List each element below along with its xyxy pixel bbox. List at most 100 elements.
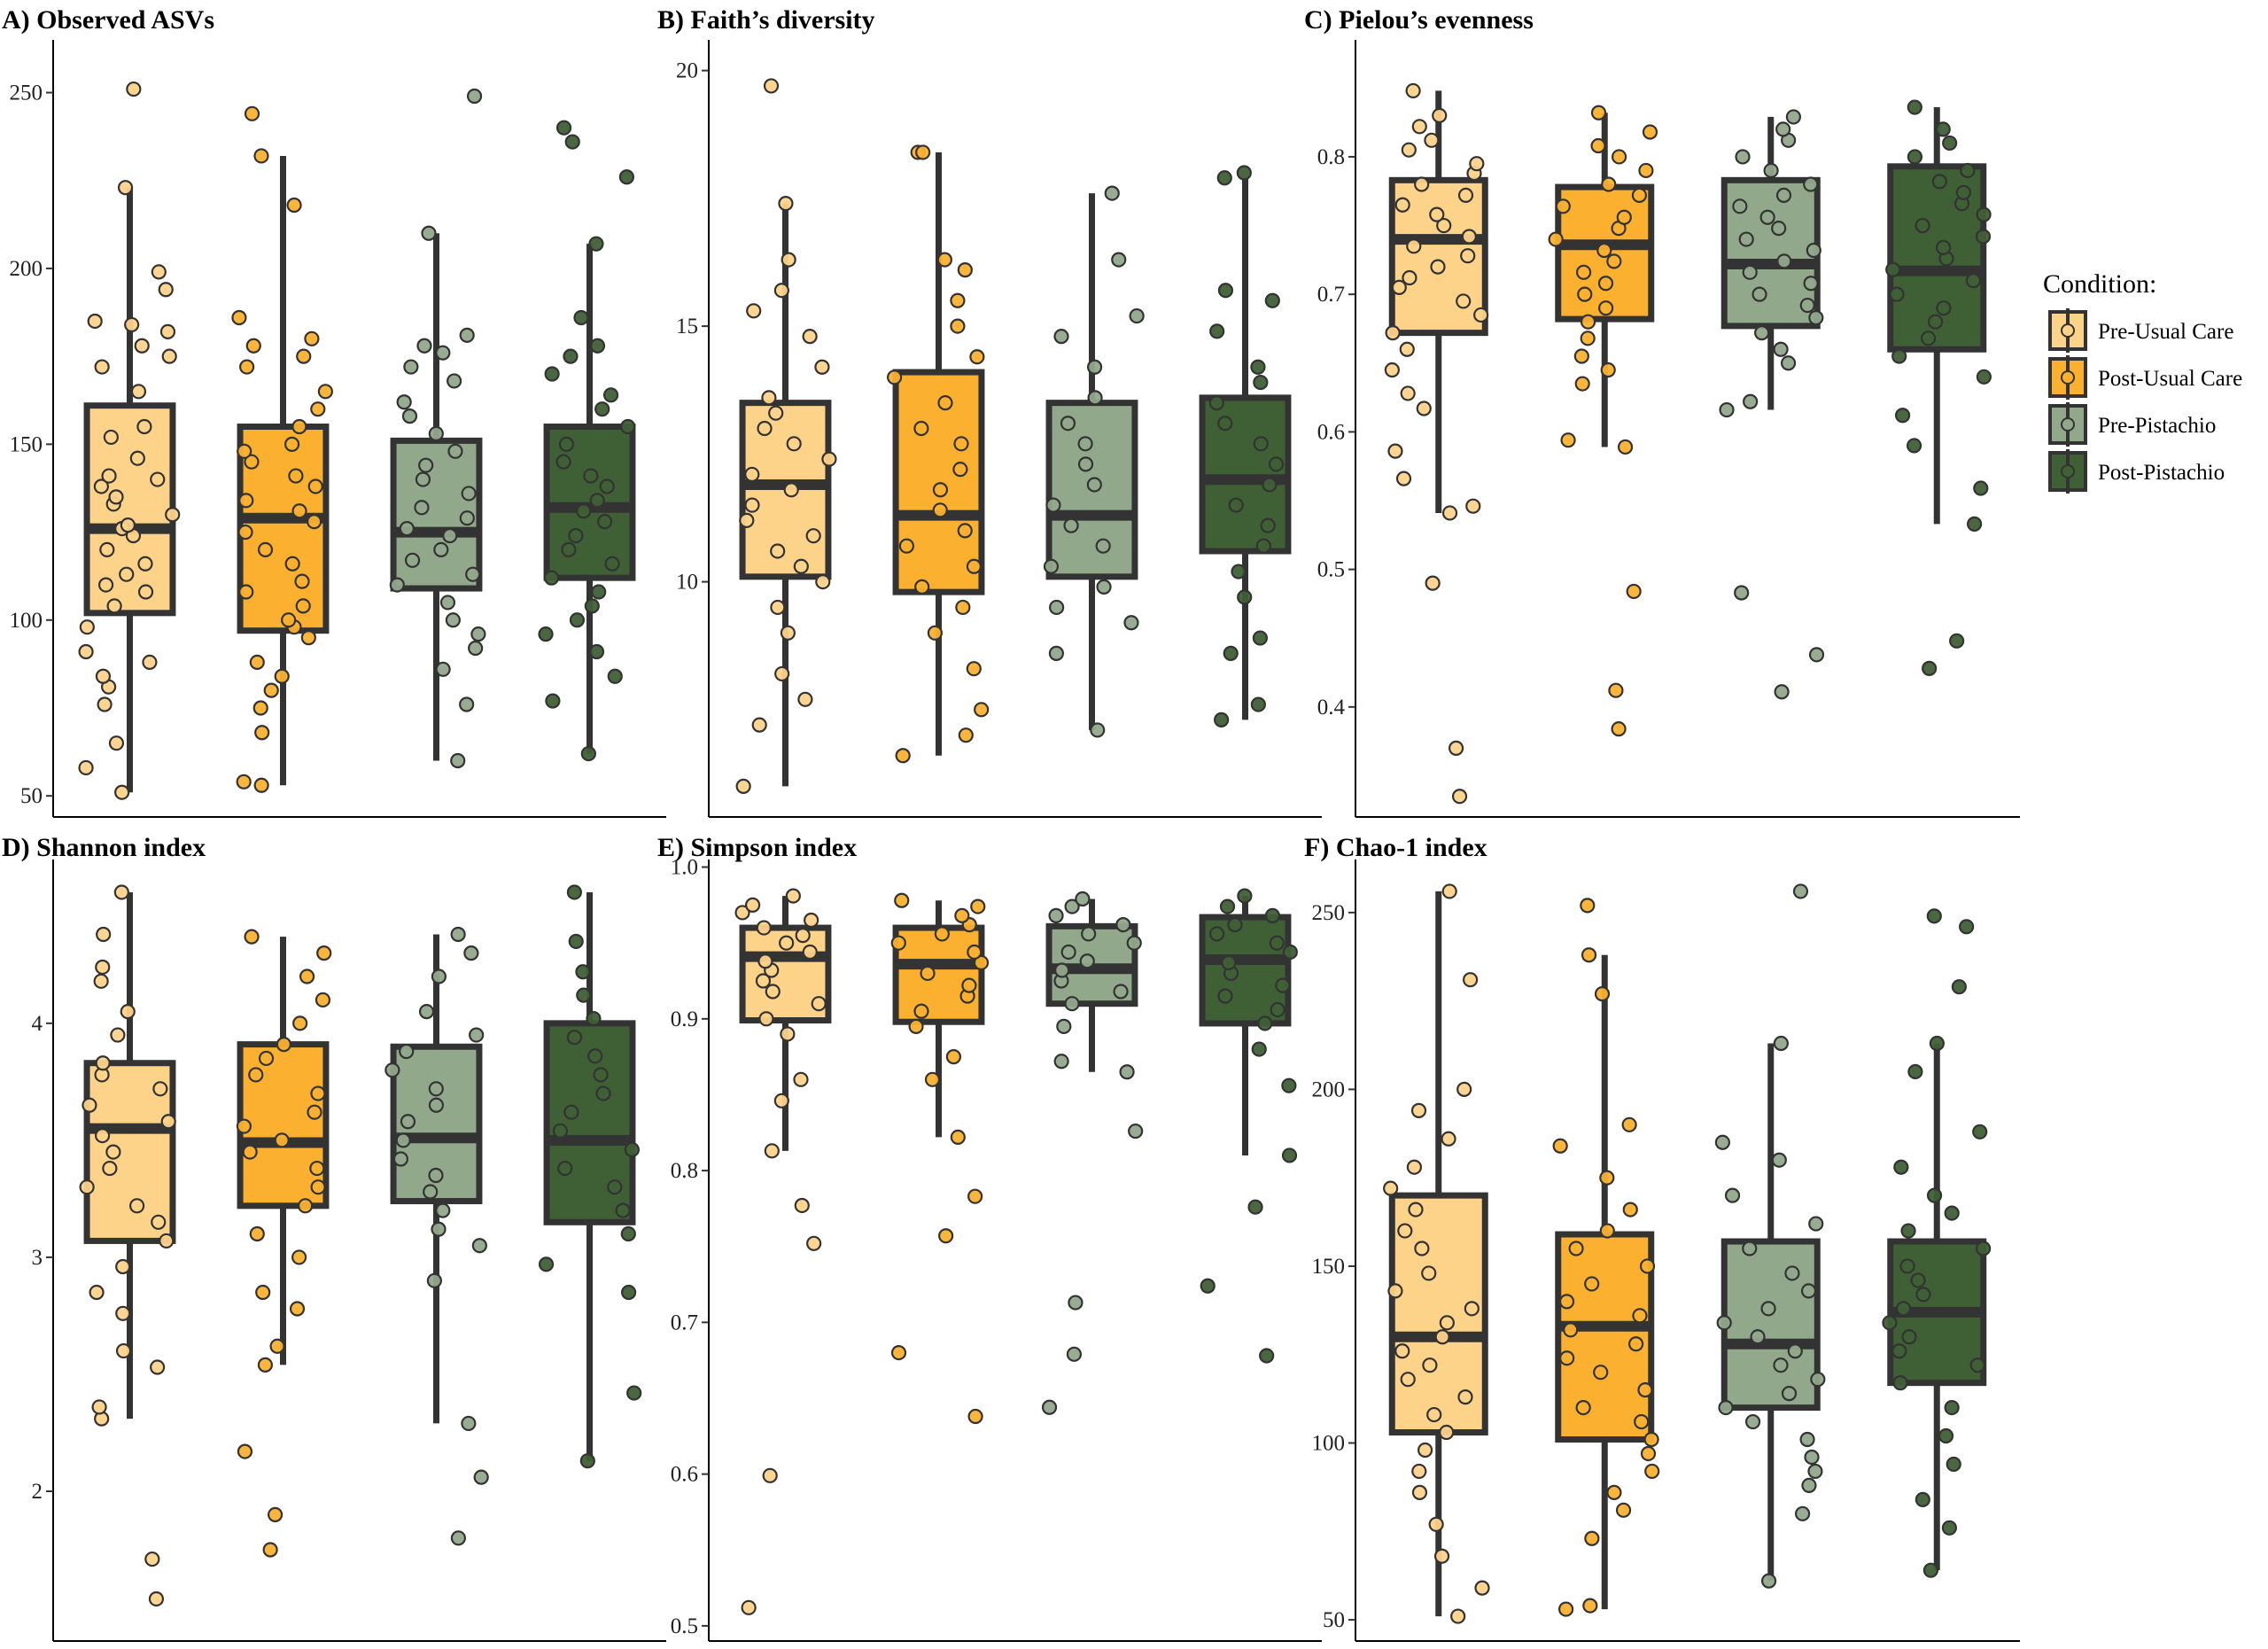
data-point	[423, 1184, 439, 1200]
data-point	[974, 702, 990, 718]
data-point	[552, 1123, 569, 1139]
data-point	[389, 577, 405, 593]
data-point	[1259, 1348, 1275, 1364]
data-point	[115, 1258, 131, 1275]
data-point	[310, 401, 326, 417]
data-point	[1574, 376, 1590, 392]
data-point	[461, 1415, 477, 1432]
data-point	[317, 384, 333, 400]
data-point	[1460, 248, 1476, 264]
data-point	[1473, 307, 1489, 323]
box-1	[1384, 82, 1489, 805]
data-point	[1441, 1131, 1456, 1147]
data-point	[459, 696, 475, 712]
data-point	[1262, 477, 1278, 493]
box-2	[236, 929, 332, 1558]
data-point	[1282, 944, 1298, 961]
data-point	[1935, 121, 1951, 137]
data-point	[1622, 1202, 1638, 1217]
data-point	[299, 968, 315, 984]
data-point	[142, 654, 158, 670]
data-point	[783, 482, 799, 498]
data-point	[1580, 331, 1596, 346]
data-point	[79, 1179, 95, 1195]
data-point	[1611, 149, 1627, 165]
data-point	[470, 626, 486, 642]
data-point	[1597, 276, 1614, 292]
data-point	[148, 1591, 165, 1607]
data-point	[1882, 1315, 1898, 1331]
box-2	[231, 105, 333, 793]
data-point	[1063, 517, 1079, 533]
y-tick-label: 2	[32, 1480, 43, 1504]
box-3	[1041, 891, 1144, 1415]
data-point	[966, 661, 982, 677]
data-point	[970, 898, 986, 914]
data-point	[1936, 239, 1952, 255]
data-point	[1754, 325, 1770, 341]
data-point	[1441, 883, 1457, 899]
data-point	[426, 1272, 442, 1288]
data-point	[739, 512, 755, 528]
data-point	[1041, 1399, 1058, 1415]
data-point	[1417, 1442, 1433, 1458]
data-point	[1801, 1477, 1817, 1493]
data-point	[555, 120, 572, 136]
data-point	[238, 493, 254, 509]
y-tick-label: 0.4	[1317, 696, 1346, 719]
data-point	[1275, 977, 1291, 993]
data-point	[618, 169, 634, 185]
data-point	[96, 926, 112, 943]
data-point	[626, 1385, 642, 1401]
data-point	[1231, 564, 1247, 579]
data-point	[1976, 206, 1992, 222]
data-point	[1086, 359, 1103, 375]
y-tick-label: 250	[10, 82, 43, 105]
data-point	[292, 1015, 308, 1031]
data-point	[778, 196, 794, 212]
data-point	[1397, 1223, 1413, 1239]
data-point	[1615, 1502, 1632, 1518]
data-point	[1414, 1241, 1430, 1256]
data-point	[1053, 329, 1069, 345]
data-point	[604, 556, 620, 572]
data-point	[1096, 579, 1112, 595]
data-point	[583, 468, 599, 484]
data-point	[137, 584, 154, 600]
data-point	[1967, 516, 1983, 532]
data-point	[1227, 917, 1243, 933]
data-point	[1920, 331, 1937, 346]
data-point	[1209, 323, 1225, 339]
data-point	[126, 81, 142, 97]
data-point	[1416, 401, 1432, 416]
legend-label: Post-Pistachio	[2098, 461, 2225, 485]
panel-title: F) Chao-1 index	[1304, 833, 1487, 862]
data-point	[401, 408, 418, 424]
data-point	[110, 1027, 126, 1043]
legend-label: Post-Usual Care	[2098, 367, 2242, 391]
data-point	[967, 1188, 983, 1204]
data-point	[1776, 253, 1792, 269]
data-point	[1400, 385, 1416, 401]
data-point	[450, 1530, 467, 1546]
data-point	[418, 457, 434, 473]
y-tick-label: 0.6	[1317, 420, 1345, 444]
data-point	[1642, 124, 1658, 140]
legend-key-point	[2061, 417, 2075, 432]
data-point	[744, 466, 760, 483]
data-point	[114, 784, 130, 800]
data-point	[1462, 972, 1479, 988]
data-point	[1944, 1205, 1960, 1221]
data-point	[1560, 432, 1576, 448]
data-point	[1894, 408, 1911, 424]
data-point	[1077, 456, 1094, 472]
data-point	[1590, 105, 1607, 121]
data-point	[1439, 1424, 1455, 1441]
data-point	[1395, 471, 1412, 486]
data-point	[466, 88, 483, 105]
data-point	[1385, 325, 1401, 341]
y-tick-label: 20	[676, 59, 698, 83]
data-point	[244, 454, 260, 470]
data-point	[1406, 238, 1422, 254]
